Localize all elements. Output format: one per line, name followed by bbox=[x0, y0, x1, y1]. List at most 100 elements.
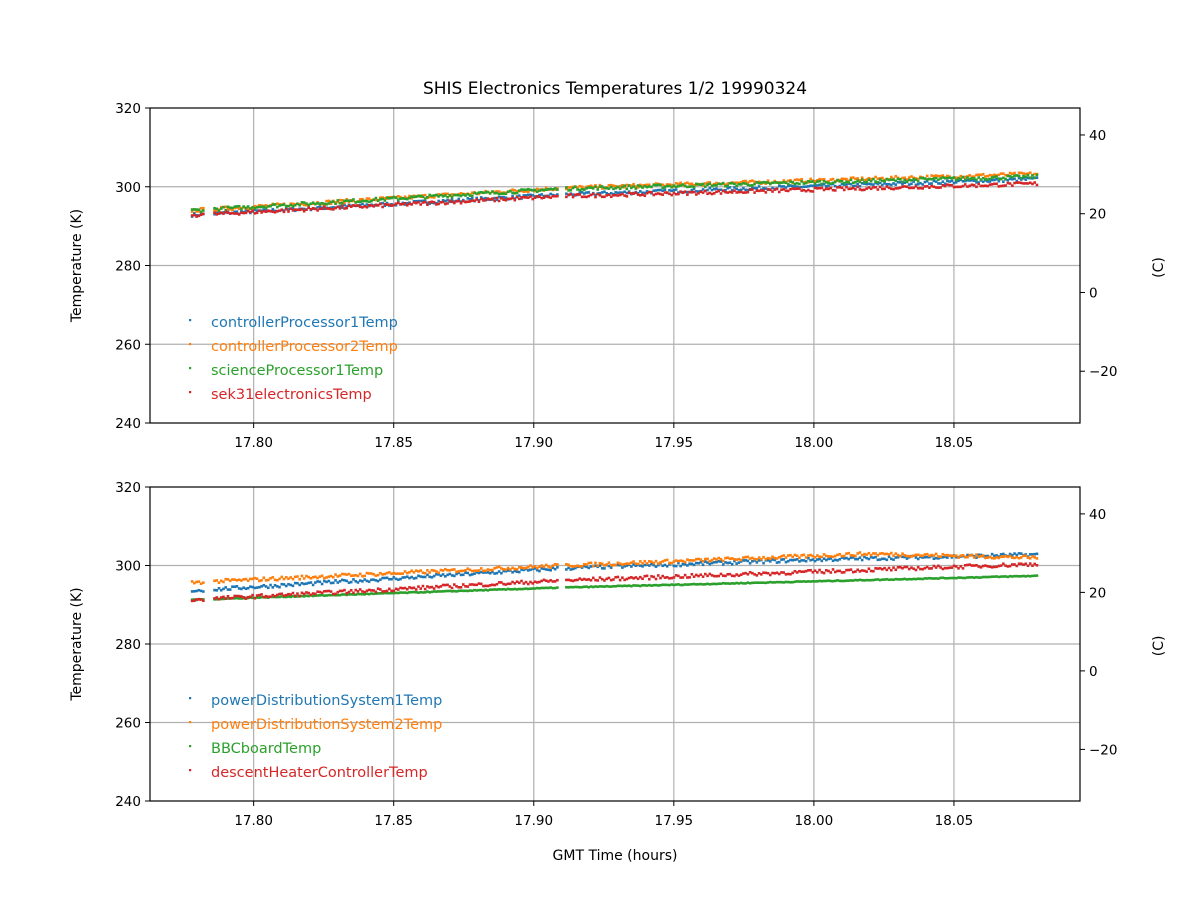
data-point bbox=[916, 565, 920, 569]
data-point bbox=[833, 570, 837, 574]
data-point bbox=[318, 575, 322, 578]
data-point bbox=[751, 560, 754, 563]
data-point bbox=[701, 563, 705, 567]
data-point bbox=[668, 583, 671, 587]
data-point bbox=[307, 575, 310, 579]
data-point bbox=[881, 187, 884, 191]
data-point bbox=[394, 202, 398, 205]
data-point bbox=[473, 588, 476, 592]
data-point bbox=[215, 579, 219, 582]
data-point bbox=[1004, 173, 1007, 177]
data-point bbox=[878, 567, 882, 570]
data-point bbox=[358, 198, 362, 201]
data-point bbox=[993, 173, 996, 177]
data-point bbox=[1006, 179, 1010, 182]
data-point bbox=[329, 207, 333, 211]
data-point bbox=[520, 587, 523, 591]
data-point bbox=[345, 591, 349, 595]
legend-label: sek31electronicsTemp bbox=[211, 387, 372, 403]
data-point bbox=[737, 188, 741, 192]
data-point bbox=[652, 563, 656, 567]
data-point bbox=[780, 555, 783, 558]
data-point bbox=[522, 582, 526, 585]
data-point bbox=[668, 192, 671, 196]
data-point bbox=[477, 569, 481, 572]
data-point bbox=[331, 575, 335, 579]
data-point bbox=[842, 181, 846, 185]
data-point bbox=[280, 203, 284, 207]
data-point bbox=[661, 183, 665, 187]
data-point bbox=[961, 554, 965, 557]
data-point bbox=[822, 177, 826, 181]
data-point bbox=[300, 202, 304, 206]
data-point bbox=[874, 180, 877, 183]
data-point bbox=[946, 176, 949, 180]
data-point bbox=[623, 584, 626, 588]
data-point bbox=[605, 584, 608, 588]
data-point bbox=[336, 581, 340, 584]
data-point bbox=[795, 178, 799, 181]
data-point bbox=[282, 594, 286, 598]
data-point bbox=[419, 194, 422, 198]
data-point bbox=[197, 598, 201, 601]
data-point bbox=[607, 576, 611, 580]
data-point bbox=[968, 184, 972, 188]
data-point bbox=[995, 177, 998, 181]
data-point bbox=[990, 575, 994, 578]
data-point bbox=[504, 198, 508, 202]
right-tick-label: 40 bbox=[1089, 507, 1106, 523]
data-point bbox=[840, 186, 844, 190]
data-point bbox=[1022, 177, 1025, 180]
data-point bbox=[829, 555, 833, 558]
data-point bbox=[580, 185, 584, 189]
data-point bbox=[399, 572, 402, 575]
data-point bbox=[376, 579, 380, 583]
data-point bbox=[526, 582, 530, 586]
data-point bbox=[228, 212, 232, 215]
data-point bbox=[670, 186, 673, 189]
data-point bbox=[952, 185, 956, 189]
data-point bbox=[863, 188, 866, 192]
data-point bbox=[264, 594, 268, 598]
data-point bbox=[582, 192, 586, 195]
data-point bbox=[459, 200, 463, 203]
data-point bbox=[719, 572, 723, 576]
data-point bbox=[506, 190, 510, 193]
data-point bbox=[914, 178, 918, 182]
data-point bbox=[410, 586, 414, 590]
data-point bbox=[235, 205, 239, 208]
data-point bbox=[347, 581, 351, 584]
data-point bbox=[202, 581, 205, 584]
data-point bbox=[724, 574, 727, 578]
data-point bbox=[744, 182, 747, 185]
data-point bbox=[827, 579, 830, 582]
data-point bbox=[430, 568, 434, 572]
data-point bbox=[231, 206, 234, 210]
data-point bbox=[235, 212, 239, 215]
data-point bbox=[542, 188, 546, 192]
data-point bbox=[966, 553, 969, 557]
data-point bbox=[773, 571, 777, 575]
data-point bbox=[699, 561, 703, 564]
data-point bbox=[500, 571, 503, 575]
data-point bbox=[670, 183, 673, 187]
data-point bbox=[885, 552, 889, 556]
data-point bbox=[338, 201, 342, 205]
data-point bbox=[939, 177, 942, 180]
data-point bbox=[643, 584, 647, 587]
data-point bbox=[766, 179, 770, 182]
data-point bbox=[316, 580, 319, 583]
data-point bbox=[222, 212, 225, 215]
data-point bbox=[665, 564, 669, 568]
data-point bbox=[656, 584, 660, 587]
data-point bbox=[343, 593, 346, 596]
data-point bbox=[470, 196, 474, 200]
data-point bbox=[789, 558, 792, 562]
data-point bbox=[421, 199, 425, 203]
data-point bbox=[695, 561, 698, 565]
data-point bbox=[829, 571, 833, 574]
data-point bbox=[278, 209, 281, 213]
data-point bbox=[567, 566, 570, 570]
data-point bbox=[473, 572, 476, 576]
data-point bbox=[470, 569, 474, 573]
